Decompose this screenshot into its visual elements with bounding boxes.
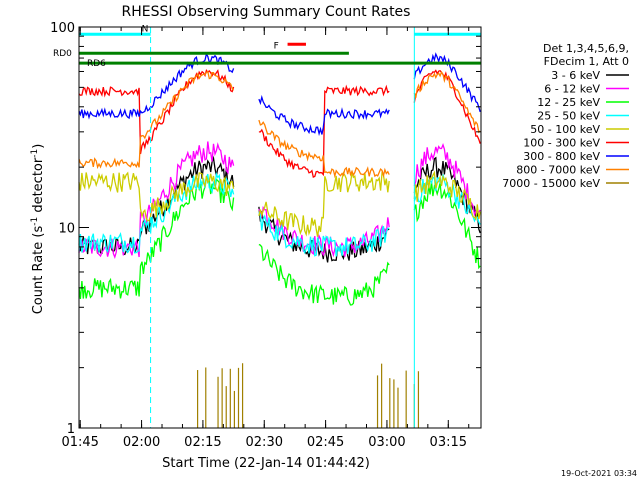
x-tick-label: 02:00 xyxy=(123,435,160,450)
axes: 01:45 02:00 02:15 02:30 02:45 03:00 03:15 1 10 10… xyxy=(50,21,482,450)
annotation-label: F xyxy=(274,41,279,51)
x-tick-label: 03:15 xyxy=(430,435,467,450)
legend-header-line-1: Det 1,3,4,5,6,9, xyxy=(543,42,629,55)
y-axis-title: Count Rate (s-1 detector-1) xyxy=(30,144,46,315)
series-line xyxy=(78,170,481,237)
x-tick-label: 02:45 xyxy=(307,435,344,450)
annotation-label: N xyxy=(142,24,149,34)
x-tick-label: 02:15 xyxy=(184,435,221,450)
series-line xyxy=(78,70,481,179)
annotation-label: RD0 xyxy=(53,49,72,59)
legend-label: 100 - 300 keV xyxy=(523,137,600,150)
footer-date: 19-Oct-2021 03:34 xyxy=(561,469,637,478)
legend-label: 3 - 6 keV xyxy=(551,69,600,82)
x-tick-label: 01:45 xyxy=(61,435,98,450)
x-axis-title: Start Time (22-Jan-14 01:44:42) xyxy=(162,456,370,471)
chart-title: RHESSI Observing Summary Count Rates xyxy=(122,4,411,20)
legend-label: 7000 - 15000 keV xyxy=(502,177,600,190)
legend: Det 1,3,4,5,6,9, FDecim 1, Att 0 3 - 6 k… xyxy=(502,42,629,190)
legend-label: 6 - 12 keV xyxy=(544,83,600,96)
legend-label: 50 - 100 keV xyxy=(530,123,600,136)
x-tick-label: 02:30 xyxy=(246,435,283,450)
legend-label: 25 - 50 keV xyxy=(537,110,600,123)
legend-label: 12 - 25 keV xyxy=(537,96,600,109)
x-tick-label: 03:00 xyxy=(368,435,405,450)
annotation-label: RD6 xyxy=(87,59,106,69)
legend-label: 800 - 7000 keV xyxy=(516,164,600,177)
legend-label: 300 - 800 keV xyxy=(523,150,600,163)
y-tick-label: 1 xyxy=(67,422,75,437)
y-tick-label: 10 xyxy=(58,222,75,237)
legend-header-line-2: FDecim 1, Att 0 xyxy=(544,55,629,68)
y-tick-label: 100 xyxy=(50,21,75,36)
